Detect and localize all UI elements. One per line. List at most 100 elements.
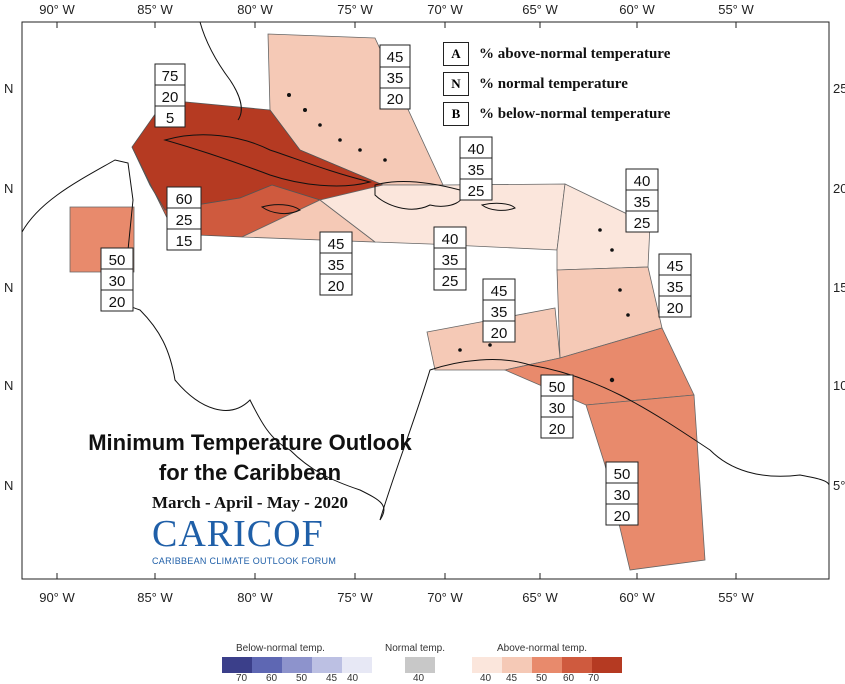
top-lon-label: 85° W bbox=[137, 2, 173, 17]
prob-below: 20 bbox=[387, 91, 404, 108]
prob-normal: 35 bbox=[328, 257, 345, 274]
top-lon-label: 70° W bbox=[427, 2, 463, 17]
right-lat-label: 20 bbox=[833, 181, 845, 196]
top-lon-label: 80° W bbox=[237, 2, 273, 17]
prob-above: 45 bbox=[667, 258, 684, 275]
prob-box-abc-islands: 45 35 20 bbox=[482, 278, 516, 343]
prob-cell bbox=[154, 105, 186, 128]
prob-cell bbox=[540, 416, 574, 439]
island-dot bbox=[358, 148, 362, 152]
prob-above: 45 bbox=[387, 49, 404, 66]
caricof-tagline: CARIBBEAN CLIMATE OUTLOOK FORUM bbox=[152, 556, 337, 566]
prob-cell bbox=[625, 210, 659, 233]
colorbar-swatch bbox=[502, 657, 532, 673]
top-lon-label: 60° W bbox=[619, 2, 655, 17]
island-dot bbox=[303, 108, 307, 112]
prob-above: 75 bbox=[162, 68, 179, 85]
left-lat-label: N bbox=[4, 478, 13, 493]
colorbar-swatch bbox=[532, 657, 562, 673]
legend-above: A % above-normal temperature bbox=[443, 42, 670, 66]
left-lat-label: N bbox=[4, 280, 13, 295]
prob-below: 25 bbox=[468, 183, 485, 200]
prob-cell bbox=[658, 295, 692, 318]
colorbar-above-label: Above-normal temp. bbox=[497, 643, 588, 654]
coastlines bbox=[21, 21, 830, 521]
prob-box-guianas: 50 30 20 bbox=[605, 461, 639, 526]
island-dot bbox=[458, 348, 462, 352]
colorbar-tick: 60 bbox=[563, 673, 575, 684]
legend-text: % below-normal temperature bbox=[479, 105, 671, 122]
colorbar-below-label: Below-normal temp. bbox=[236, 643, 325, 654]
right-lat-label: 10 bbox=[833, 378, 845, 393]
prob-normal: 30 bbox=[614, 487, 631, 504]
coast-florida bbox=[199, 21, 242, 121]
bottom-lon-label: 85° W bbox=[137, 590, 173, 605]
prob-above: 50 bbox=[614, 466, 631, 483]
coast-cuba bbox=[163, 134, 371, 187]
top-lon-label: 90° W bbox=[39, 2, 75, 17]
coast-yucatan-central-america bbox=[21, 159, 385, 521]
prob-below: 20 bbox=[549, 421, 566, 438]
island-dot bbox=[618, 288, 622, 292]
island-dot bbox=[338, 138, 342, 142]
top-lon-label: 75° W bbox=[337, 2, 373, 17]
island-dot bbox=[610, 248, 614, 252]
legend-normal: N % normal temperature bbox=[443, 72, 628, 96]
coast-hispaniola bbox=[374, 180, 463, 210]
legend-key: N bbox=[443, 72, 469, 96]
probability-boxes: 45 35 20 75 20 5 60 25 15 45 35 bbox=[100, 44, 692, 526]
island-dot bbox=[626, 313, 630, 317]
colorbar-swatch bbox=[282, 657, 312, 673]
prob-cell bbox=[482, 320, 516, 343]
legend-text: % normal temperature bbox=[479, 75, 628, 92]
prob-normal: 30 bbox=[549, 400, 566, 417]
prob-above: 60 bbox=[176, 191, 193, 208]
top-lon-label: 65° W bbox=[522, 2, 558, 17]
page-title-line2: for the Caribbean bbox=[158, 460, 342, 485]
island-dot bbox=[318, 123, 322, 127]
prob-below: 20 bbox=[491, 325, 508, 342]
left-lat-label: N bbox=[4, 81, 13, 96]
left-lat-label: N bbox=[4, 181, 13, 196]
colorbar-swatch bbox=[562, 657, 592, 673]
prob-cell bbox=[605, 503, 639, 526]
coast-south-america bbox=[379, 359, 830, 521]
prob-cell bbox=[459, 178, 493, 201]
prob-normal: 20 bbox=[162, 89, 179, 106]
colorbar-swatch bbox=[222, 657, 252, 673]
prob-below: 20 bbox=[328, 278, 345, 295]
colorbar-tick: 45 bbox=[506, 673, 518, 684]
prob-above: 45 bbox=[328, 236, 345, 253]
coast-puerto-rico bbox=[480, 202, 516, 211]
prob-normal: 30 bbox=[109, 273, 126, 290]
prob-above: 45 bbox=[491, 283, 508, 300]
colorbar-swatch bbox=[342, 657, 372, 673]
prob-box-leeward-islands: 40 35 25 bbox=[625, 168, 659, 233]
colorbar-tick: 45 bbox=[326, 673, 338, 684]
prob-cell bbox=[379, 87, 411, 110]
colorbar-swatch bbox=[312, 657, 342, 673]
bottom-lon-label: 55° W bbox=[718, 590, 754, 605]
prob-below: 25 bbox=[634, 215, 651, 232]
right-lat-label: 5° bbox=[833, 478, 845, 493]
prob-box-windward-islands: 45 35 20 bbox=[658, 253, 692, 318]
page-title: Minimum Temperature Outlook bbox=[88, 430, 412, 455]
island-dot bbox=[383, 158, 387, 162]
lon-ticks bbox=[56, 22, 737, 579]
prob-box-puerto-rico-north: 40 35 25 bbox=[459, 136, 493, 201]
prob-box-belize: 50 30 20 bbox=[100, 247, 134, 312]
prob-normal: 25 bbox=[176, 212, 193, 229]
island-dots bbox=[287, 93, 630, 383]
colorbar-tick: 40 bbox=[480, 673, 492, 684]
bottom-lon-label: 60° W bbox=[619, 590, 655, 605]
prob-normal: 35 bbox=[442, 252, 459, 269]
prob-below: 20 bbox=[109, 294, 126, 311]
right-lat-label: 15 bbox=[833, 280, 845, 295]
island-dot bbox=[287, 93, 291, 97]
prob-below: 25 bbox=[442, 273, 459, 290]
bottom-lon-label: 65° W bbox=[522, 590, 558, 605]
prob-normal: 35 bbox=[468, 162, 485, 179]
forecast-period: March - April - May - 2020 bbox=[151, 493, 349, 512]
prob-above: 40 bbox=[634, 173, 651, 190]
